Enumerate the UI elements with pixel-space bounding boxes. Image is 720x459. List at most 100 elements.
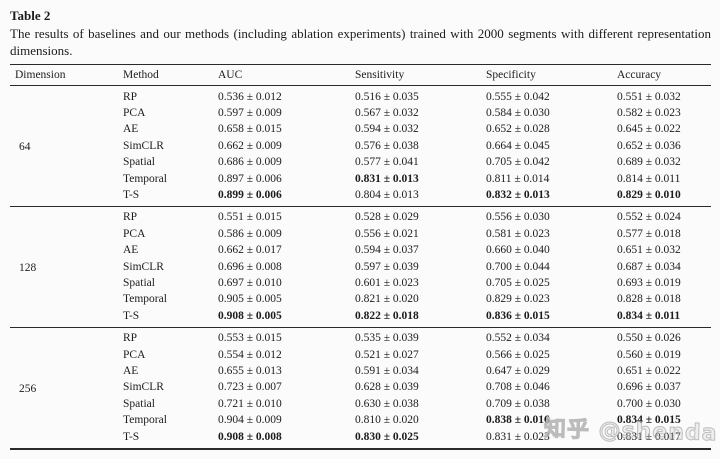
metric-cell: 0.584 ± 0.030 xyxy=(486,106,550,119)
metric-cell: 0.647 ± 0.029 xyxy=(486,365,550,377)
table-row: T-S 0.899 ± 0.006 0.804 ± 0.013 0.832 ± 0.0… xyxy=(10,187,711,206)
table-row: Temporal 0.897 ± 0.006 0.831 ± 0.013 0.811 … xyxy=(10,171,711,187)
metric-cell: 0.577 ± 0.041 xyxy=(355,156,419,169)
metric-cell: 0.601 ± 0.023 xyxy=(355,276,419,289)
table-row: T-S 0.908 ± 0.005 0.822 ± 0.018 0.836 ± 0.0… xyxy=(10,308,711,327)
method-cell: PCA xyxy=(123,348,146,361)
metric-cell: 0.908 ± 0.005 xyxy=(218,309,282,322)
metric-cell: 0.628 ± 0.039 xyxy=(355,381,419,394)
method-cell: SimCLR xyxy=(123,260,164,273)
table-row: Spatial 0.686 ± 0.009 0.577 ± 0.041 0.705 ±… xyxy=(10,154,711,170)
metric-cell: 0.696 ± 0.008 xyxy=(218,260,282,273)
table-row: Temporal 0.905 ± 0.005 0.821 ± 0.020 0.829 … xyxy=(10,291,711,307)
table-row: AE 0.658 ± 0.015 0.594 ± 0.032 0.652 ± 0.02… xyxy=(10,121,711,137)
table-row: PCA 0.554 ± 0.012 0.521 ± 0.027 0.566 ± 0.0… xyxy=(10,347,711,363)
metric-cell: 0.594 ± 0.037 xyxy=(355,244,419,257)
metric-cell: 0.829 ± 0.010 xyxy=(617,188,681,201)
metric-cell: 0.834 ± 0.011 xyxy=(617,309,681,322)
table-row: Spatial 0.697 ± 0.010 0.601 ± 0.023 0.705 ±… xyxy=(10,275,711,291)
col-header-specificity: Specificity xyxy=(481,64,612,86)
metric-cell: 0.566 ± 0.025 xyxy=(486,348,550,361)
metric-cell: 0.831 ± 0.013 xyxy=(355,172,419,185)
dimension-value: 64 xyxy=(19,140,31,153)
metric-cell: 0.686 ± 0.009 xyxy=(218,156,282,169)
metric-cell: 0.700 ± 0.030 xyxy=(617,397,681,410)
metric-cell: 0.521 ± 0.027 xyxy=(355,348,419,361)
method-cell: SimCLR xyxy=(123,139,164,152)
metric-cell: 0.831 ± 0.023 xyxy=(486,430,550,443)
metric-cell: 0.576 ± 0.038 xyxy=(355,139,419,152)
metric-cell: 0.552 ± 0.024 xyxy=(617,211,681,224)
method-cell: SimCLR xyxy=(123,381,164,394)
table-row: T-S 0.908 ± 0.008 0.830 ± 0.025 0.831 ± 0.0… xyxy=(10,429,711,449)
results-table: Dimension Method AUC Sensitivity Specifi… xyxy=(10,64,711,450)
col-header-accuracy: Accuracy xyxy=(612,64,711,86)
method-cell: AE xyxy=(123,365,139,377)
metric-cell: 0.660 ± 0.040 xyxy=(486,244,550,257)
metric-cell: 0.811 ± 0.014 xyxy=(486,172,550,185)
col-header-sensitivity: Sensitivity xyxy=(350,64,481,86)
method-cell: Spatial xyxy=(123,397,155,410)
metric-cell: 0.700 ± 0.044 xyxy=(486,260,550,273)
metric-cell: 0.662 ± 0.009 xyxy=(218,139,282,152)
metric-cell: 0.655 ± 0.013 xyxy=(218,365,282,377)
metric-cell: 0.693 ± 0.019 xyxy=(617,276,681,289)
metric-cell: 0.553 ± 0.015 xyxy=(218,332,282,345)
metric-cell: 0.828 ± 0.018 xyxy=(617,293,681,306)
dimension-group: 256 RP 0.553 ± 0.015 0.535 ± 0.039 0.552 ± 0… xyxy=(10,327,711,448)
metric-cell: 0.586 ± 0.009 xyxy=(218,227,282,240)
metric-cell: 0.528 ± 0.029 xyxy=(355,211,419,224)
method-cell: RP xyxy=(123,90,138,103)
metric-cell: 0.652 ± 0.036 xyxy=(617,139,681,152)
metric-cell: 0.829 ± 0.023 xyxy=(486,293,550,306)
dimension-value: 256 xyxy=(19,382,37,395)
metric-cell: 0.597 ± 0.009 xyxy=(218,106,282,119)
metric-cell: 0.831 ± 0.017 xyxy=(617,430,681,443)
metric-cell: 0.664 ± 0.045 xyxy=(486,139,550,152)
dimension-group: 128 RP 0.551 ± 0.015 0.528 ± 0.029 0.556 ± 0… xyxy=(10,206,711,328)
metric-cell: 0.821 ± 0.020 xyxy=(355,293,419,306)
method-cell: T-S xyxy=(123,430,140,443)
method-cell: T-S xyxy=(123,188,140,201)
metric-cell: 0.697 ± 0.010 xyxy=(218,276,282,289)
metric-cell: 0.905 ± 0.005 xyxy=(218,293,282,306)
table-caption: The results of baselines and our methods… xyxy=(10,26,711,58)
metric-cell: 0.832 ± 0.013 xyxy=(486,188,550,201)
metric-cell: 0.814 ± 0.011 xyxy=(617,172,681,185)
method-cell: AE xyxy=(123,244,139,257)
metric-cell: 0.582 ± 0.023 xyxy=(617,106,681,119)
method-cell: Temporal xyxy=(123,293,167,306)
metric-cell: 0.652 ± 0.028 xyxy=(486,123,550,136)
metric-cell: 0.645 ± 0.022 xyxy=(617,123,681,136)
metric-cell: 0.591 ± 0.034 xyxy=(355,365,419,377)
metric-cell: 0.662 ± 0.017 xyxy=(218,244,282,257)
metric-cell: 0.516 ± 0.035 xyxy=(355,90,419,103)
method-cell: PCA xyxy=(123,106,146,119)
method-cell: Temporal xyxy=(123,172,167,185)
metric-cell: 0.708 ± 0.046 xyxy=(486,381,550,394)
metric-cell: 0.597 ± 0.039 xyxy=(355,260,419,273)
metric-cell: 0.687 ± 0.034 xyxy=(617,260,681,273)
table-row: PCA 0.597 ± 0.009 0.567 ± 0.032 0.584 ± 0.0… xyxy=(10,105,711,121)
metric-cell: 0.550 ± 0.026 xyxy=(617,332,681,345)
metric-cell: 0.556 ± 0.030 xyxy=(486,211,550,224)
metric-cell: 0.581 ± 0.023 xyxy=(486,227,550,240)
metric-cell: 0.838 ± 0.016 xyxy=(486,414,550,427)
dimension-group: 64 RP 0.536 ± 0.012 0.516 ± 0.035 0.555 ± 0.… xyxy=(10,86,711,207)
metric-cell: 0.810 ± 0.020 xyxy=(355,414,419,427)
table-row: SimCLR 0.696 ± 0.008 0.597 ± 0.039 0.700 ± … xyxy=(10,259,711,275)
method-cell: Spatial xyxy=(123,156,155,169)
table-row: 64 RP 0.536 ± 0.012 0.516 ± 0.035 0.555 ± 0.… xyxy=(10,86,711,153)
metric-cell: 0.709 ± 0.038 xyxy=(486,397,550,410)
metric-cell: 0.721 ± 0.010 xyxy=(218,397,282,410)
method-cell: RP xyxy=(123,211,138,224)
metric-cell: 0.908 ± 0.008 xyxy=(218,430,282,443)
table-label: Table 2 xyxy=(10,8,51,23)
table-row: 128 RP 0.551 ± 0.015 0.528 ± 0.029 0.556 ± 0… xyxy=(10,206,711,273)
metric-cell: 0.556 ± 0.021 xyxy=(355,227,419,240)
metric-cell: 0.535 ± 0.039 xyxy=(355,332,419,345)
metric-cell: 0.552 ± 0.034 xyxy=(486,332,550,345)
col-header-method: Method xyxy=(118,64,213,86)
metric-cell: 0.705 ± 0.042 xyxy=(486,156,550,169)
